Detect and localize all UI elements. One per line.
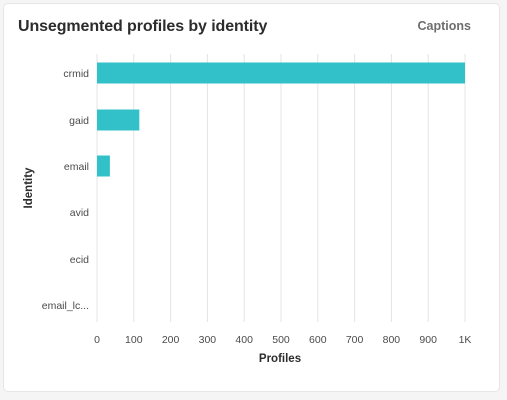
- captions-button[interactable]: Captions: [417, 19, 471, 33]
- x-tick-labels: 0 100 200 300 400 500 600 700 800 900 1K: [94, 334, 471, 346]
- bar-crmid[interactable]: [97, 62, 465, 84]
- x-tick-label: 100: [125, 334, 143, 346]
- y-tick-label: ecid: [70, 254, 89, 266]
- chart-title: Unsegmented profiles by identity: [18, 18, 268, 35]
- x-tick-label: 200: [162, 334, 180, 346]
- x-axis-title: Profiles: [259, 353, 301, 365]
- x-tick-label: 800: [383, 334, 401, 346]
- y-tick-label: avid: [70, 207, 89, 219]
- y-axis-title: Identity: [23, 167, 35, 208]
- y-tick-label: email_lc...: [42, 300, 89, 312]
- y-tick-label: gaid: [69, 115, 89, 127]
- x-tick-label: 400: [235, 334, 253, 346]
- x-tick-label: 600: [309, 334, 327, 346]
- bars: [97, 62, 465, 177]
- x-tick-label: 0: [94, 334, 100, 346]
- x-tick-label: 700: [346, 334, 364, 346]
- y-tick-labels: crmid gaid email avid ecid email_lc...: [42, 68, 89, 312]
- bar-gaid[interactable]: [97, 109, 140, 131]
- x-tick-label: 300: [199, 334, 217, 346]
- y-tick-label: crmid: [63, 68, 89, 80]
- bar-email[interactable]: [97, 155, 110, 177]
- x-tick-label: 1K: [459, 334, 472, 346]
- y-tick-label: email: [64, 161, 89, 173]
- x-tick-label: 900: [419, 334, 437, 346]
- x-tick-label: 500: [272, 334, 290, 346]
- gridlines: [96, 54, 466, 322]
